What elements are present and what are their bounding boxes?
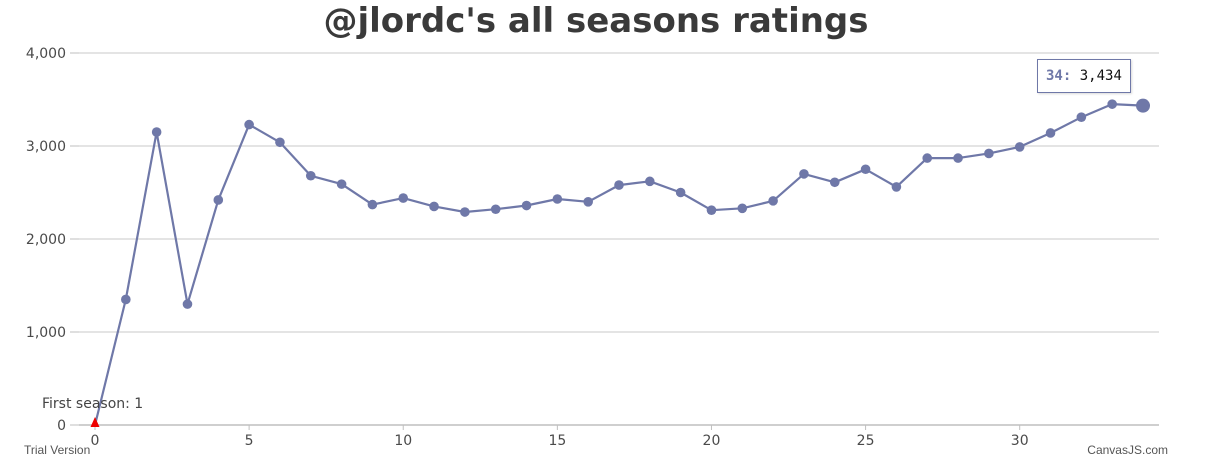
data-point[interactable] bbox=[614, 180, 624, 190]
trial-version-label: Trial Version bbox=[24, 443, 91, 457]
x-tick-label: 15 bbox=[548, 433, 566, 449]
y-tick-label: 0 bbox=[57, 418, 66, 434]
data-point[interactable] bbox=[336, 179, 347, 189]
x-axis-ticks: 0 5 10 15 20 25 30 bbox=[91, 425, 1029, 449]
x-tick-label: 10 bbox=[394, 433, 412, 449]
data-point[interactable] bbox=[953, 153, 963, 163]
data-point[interactable] bbox=[244, 119, 254, 130]
chart-title: @jlordc's all seasons ratings bbox=[323, 1, 869, 41]
tooltip: 34: 3,434 bbox=[1037, 59, 1131, 93]
data-point[interactable] bbox=[151, 127, 162, 137]
data-point[interactable] bbox=[1014, 142, 1025, 152]
data-point[interactable] bbox=[460, 207, 470, 217]
data-point[interactable] bbox=[984, 148, 994, 159]
canvasjs-credit[interactable]: CanvasJS.com bbox=[1087, 443, 1168, 457]
data-point[interactable] bbox=[367, 199, 378, 210]
first-season-annotation: First season: 1 bbox=[42, 396, 143, 412]
data-point[interactable] bbox=[799, 169, 809, 179]
gridlines bbox=[79, 52, 1159, 426]
data-point[interactable] bbox=[829, 177, 840, 188]
data-point[interactable] bbox=[429, 201, 439, 212]
y-tick-label: 3,000 bbox=[26, 139, 66, 155]
data-point[interactable] bbox=[737, 203, 748, 214]
x-tick-label: 0 bbox=[91, 433, 100, 449]
data-point[interactable] bbox=[552, 194, 563, 204]
data-point[interactable] bbox=[1136, 98, 1150, 113]
data-point[interactable] bbox=[398, 193, 409, 203]
annotation-layer: First season: 1 bbox=[42, 396, 143, 427]
data-point[interactable] bbox=[922, 153, 933, 163]
x-tick-label: 25 bbox=[857, 433, 875, 449]
data-point[interactable] bbox=[521, 200, 532, 211]
x-tick-label: 20 bbox=[703, 433, 721, 449]
tooltip-key: 34: bbox=[1046, 68, 1072, 84]
data-point[interactable] bbox=[1045, 128, 1056, 138]
y-tick-label: 4,000 bbox=[26, 46, 66, 62]
x-tick-label: 5 bbox=[245, 433, 254, 449]
tooltip-value: 3,434 bbox=[1079, 68, 1122, 84]
data-point[interactable] bbox=[706, 205, 717, 215]
data-point[interactable] bbox=[860, 164, 871, 175]
y-tick-label: 1,000 bbox=[26, 325, 66, 341]
data-point[interactable] bbox=[768, 196, 778, 206]
data-point[interactable] bbox=[1076, 112, 1087, 122]
data-point[interactable] bbox=[583, 197, 593, 207]
data-point[interactable] bbox=[1107, 99, 1117, 109]
data-point[interactable] bbox=[675, 187, 686, 198]
data-point[interactable] bbox=[182, 299, 193, 309]
data-point[interactable] bbox=[891, 182, 902, 192]
data-point[interactable] bbox=[490, 204, 501, 215]
data-point[interactable] bbox=[275, 137, 285, 148]
y-axis-ticks: 0 1,000 2,000 3,000 4,000 bbox=[26, 46, 79, 434]
data-point[interactable] bbox=[305, 170, 316, 181]
y-tick-label: 2,000 bbox=[26, 232, 66, 248]
data-point[interactable] bbox=[121, 294, 131, 305]
first-season-marker[interactable] bbox=[90, 417, 100, 427]
data-point[interactable] bbox=[645, 176, 655, 187]
x-tick-label: 30 bbox=[1011, 433, 1029, 449]
data-point[interactable] bbox=[213, 195, 224, 205]
data-series bbox=[93, 98, 1150, 426]
